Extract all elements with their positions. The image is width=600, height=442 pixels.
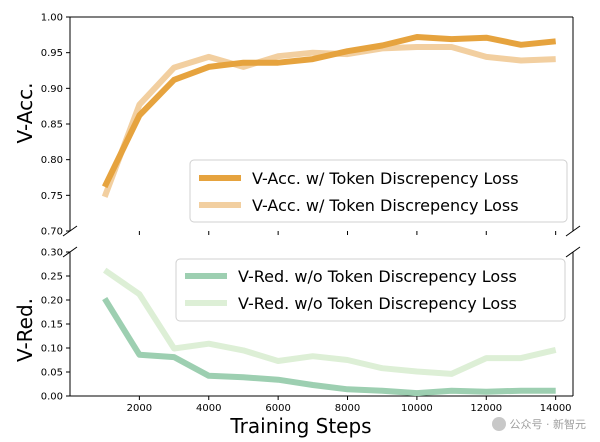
bottom-legend-label-1: V-Red. w/o Token Discrepency Loss [238,294,517,313]
top-y-tick-label: 0.80 [41,155,63,166]
break-mark-top-right [565,225,581,237]
watermark-text: 公众号 · 新智元 [509,418,587,431]
bottom-x-tick-label: 4000 [196,403,221,414]
bottom-x-tick-label: 6000 [265,403,290,414]
watermark: 公众号 · 新智元 [491,416,587,432]
top-y-tick-label: 0.70 [41,227,63,238]
bottom-series-group [102,267,557,397]
bottom-y-tick-label: 0.05 [41,368,63,379]
break-mark-top-left [62,225,78,237]
top-y-tick-label: 0.95 [41,48,63,59]
top-y-tick-label: 0.75 [41,191,63,202]
top-y-axis-title: V-Acc. [13,83,37,144]
bottom-y-axis-title: V-Red. [13,298,37,362]
top-panel: 0.70 0.75 0.80 0.85 0.90 0.95 1.00 V-Acc. [13,13,574,238]
bottom-series-line-0 [102,297,556,397]
top-legend: V-Acc. w/ Token Discrepency Loss V-Acc. … [189,159,568,223]
bottom-panel: 0.00 0.05 0.10 0.15 0.20 0.25 0.30 2000 4000 600… [13,248,574,414]
top-y-tick-label: 0.90 [41,84,63,95]
bottom-legend: V-Red. w/o Token Discrepency Loss V-Red.… [175,258,566,322]
bottom-x-tick-label: 10000 [401,403,433,414]
top-legend-label-0: V-Acc. w/ Token Discrepency Loss [252,169,519,188]
x-axis-title: Training Steps [229,414,371,438]
bottom-y-tick-label: 0.15 [41,320,63,331]
bottom-legend-box [175,258,566,322]
bottom-y-tick-label: 0.00 [41,392,63,403]
bottom-x-tick-label: 2000 [127,403,152,414]
wechat-icon [491,417,506,431]
bottom-x-tick-label: 8000 [335,403,360,414]
top-series-group [101,34,557,198]
bottom-series-line-1 [102,267,557,377]
axis-break-marks [62,225,581,258]
top-series-line-0 [102,34,557,189]
top-y-tick-label: 0.85 [41,120,63,131]
top-legend-box [189,159,568,223]
bottom-legend-label-0: V-Red. w/o Token Discrepency Loss [238,267,517,286]
bottom-x-tick-label: 14000 [540,403,572,414]
bottom-y-tick-label: 0.20 [41,296,63,307]
top-x-axis-ticks [138,231,557,235]
bottom-x-tick-label: 12000 [470,403,502,414]
bottom-x-axis-ticks: 2000 4000 6000 8000 10000 12000 14000 [127,396,572,414]
bottom-y-tick-label: 0.25 [41,272,63,283]
bottom-y-axis-ticks: 0.00 0.05 0.10 0.15 0.20 0.25 0.30 [41,248,70,403]
top-legend-label-1: V-Acc. w/ Token Discrepency Loss [252,196,519,215]
top-y-axis-ticks: 0.70 0.75 0.80 0.85 0.90 0.95 1.00 [41,13,70,238]
bottom-y-tick-label: 0.30 [41,248,63,259]
bottom-y-tick-label: 0.10 [41,344,63,355]
top-y-tick-label: 1.00 [41,13,63,24]
